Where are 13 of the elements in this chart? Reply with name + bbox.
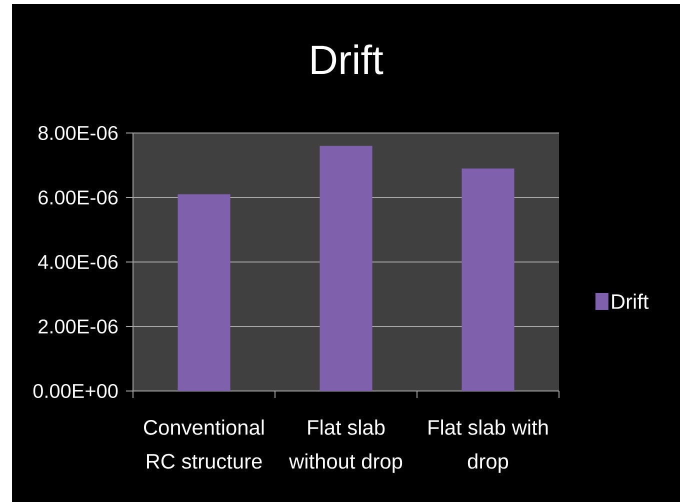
legend-label: Drift	[612, 294, 649, 309]
bar	[178, 194, 230, 391]
bar	[462, 168, 514, 391]
y-tick-label: 2.00E-06	[38, 319, 118, 334]
x-tick-label: Flat slab with drop	[428, 420, 548, 473]
y-tick-label: 8.00E-06	[38, 126, 118, 140]
x-tick-label: Conventional RC structure	[144, 420, 264, 469]
y-tick-label: 6.00E-06	[38, 190, 118, 205]
y-tick-label: 0.00E+00	[33, 384, 118, 398]
bar	[320, 146, 372, 391]
y-tick-label: 4.00E-06	[38, 254, 118, 270]
chart-title: Drift	[312, 44, 384, 74]
x-tick-label: Flat slab without drop	[288, 420, 402, 473]
